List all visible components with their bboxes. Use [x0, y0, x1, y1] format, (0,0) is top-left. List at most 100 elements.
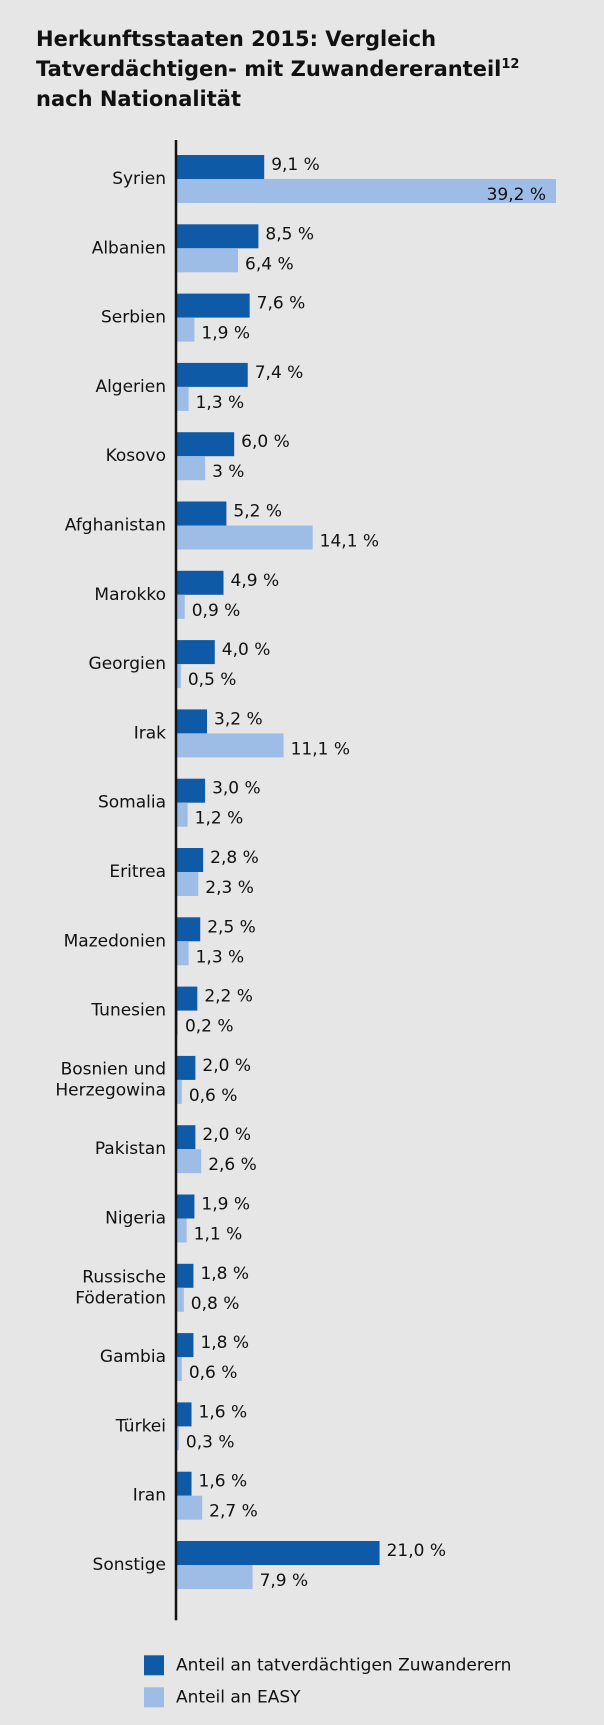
bar: [176, 1426, 179, 1451]
category-label: Nigeria: [105, 1209, 166, 1229]
title-line: nach Nationalität: [36, 87, 241, 111]
bar: [176, 1565, 253, 1589]
value-label: 2,0 %: [202, 1125, 251, 1145]
category-label: Albanien: [92, 238, 166, 258]
value-label: 3,2 %: [214, 709, 263, 729]
value-label: 2,5 %: [207, 917, 256, 937]
value-label: 0,8 %: [191, 1294, 240, 1314]
bar: [176, 709, 208, 734]
bar: [176, 386, 189, 411]
value-label: 1,6 %: [199, 1402, 248, 1422]
value-label: 8,5 %: [265, 224, 314, 244]
value-label: 7,4 %: [255, 363, 304, 383]
value-label: 1,9 %: [201, 324, 250, 344]
bar: [176, 594, 185, 619]
bar: [176, 248, 239, 273]
value-label: 21,0 %: [387, 1541, 446, 1561]
category-label: Georgien: [89, 654, 166, 674]
value-label: 5,2 %: [233, 502, 282, 522]
value-label: 6,0 %: [241, 432, 290, 452]
title-line: Tatverdächtigen- mit Zuwandereranteil: [36, 57, 501, 81]
bar: [176, 501, 227, 526]
bar: [176, 941, 189, 966]
bar: [176, 570, 224, 595]
bar: [176, 733, 284, 758]
bar: [176, 640, 215, 665]
bar: [176, 1287, 184, 1312]
bar: [176, 1079, 182, 1104]
bar: [176, 525, 313, 550]
bar: [176, 179, 556, 203]
title-line: Herkunftsstaaten 2015: Vergleich: [36, 27, 436, 51]
category-label: Afghanistan: [65, 516, 166, 536]
value-label: 3 %: [212, 462, 244, 482]
value-label: 2,2 %: [204, 987, 253, 1007]
legend-swatch: [144, 1687, 164, 1708]
bar: [176, 1149, 202, 1174]
category-label-line: Russische: [82, 1267, 166, 1287]
category-label: Syrien: [112, 169, 166, 189]
value-label: 0,3 %: [186, 1432, 235, 1452]
category-label-line: Herzegowina: [55, 1080, 166, 1100]
bar: [176, 432, 235, 457]
value-label: 1,3 %: [196, 947, 245, 967]
bar: [176, 872, 199, 896]
chart-title: nach Nationalität: [36, 87, 241, 111]
value-label: 6,4 %: [245, 254, 294, 274]
value-label: 1,6 %: [199, 1472, 248, 1492]
category-label: Somalia: [98, 793, 166, 813]
bar: [176, 155, 265, 179]
category-label: Serbien: [101, 308, 166, 328]
value-label: 9,1 %: [271, 155, 320, 175]
bar: [176, 1218, 187, 1243]
bar: [176, 1357, 182, 1382]
value-label: 39,2 %: [487, 185, 546, 205]
bar: [176, 456, 206, 481]
value-label: 1,3 %: [196, 393, 245, 413]
category-label: Kosovo: [106, 446, 166, 466]
category-label-line: Föderation: [75, 1288, 166, 1308]
value-label: 7,6 %: [257, 294, 306, 314]
value-label: 1,9 %: [201, 1195, 250, 1215]
bar: [176, 224, 259, 249]
value-label: 0,5 %: [188, 670, 237, 690]
bar: [176, 778, 206, 803]
value-label: 1,8 %: [200, 1333, 249, 1353]
value-label: 2,8 %: [210, 848, 259, 868]
bar: [176, 917, 201, 942]
category-label: Pakistan: [95, 1139, 166, 1159]
value-label: 2,0 %: [202, 1056, 251, 1076]
bar: [176, 317, 195, 342]
category-label: Bosnien und Herzegowina: [55, 1059, 166, 1100]
value-label: 1,2 %: [195, 809, 244, 829]
value-label: 11,1 %: [291, 739, 350, 759]
title-footnote: 12: [501, 57, 519, 72]
bar: [176, 293, 250, 318]
category-label: Tunesien: [90, 1001, 166, 1021]
bar: [176, 1263, 194, 1288]
category-label: Marokko: [94, 585, 166, 605]
category-label-line: Bosnien und: [61, 1059, 166, 1079]
category-label: Gambia: [100, 1347, 166, 1367]
chart-title: Tatverdächtigen- mit Zuwandereranteil12: [36, 57, 519, 81]
legend-swatch: [144, 1655, 164, 1676]
value-label: 0,2 %: [185, 1017, 234, 1037]
value-label: 0,9 %: [192, 601, 241, 621]
category-label: Russische Föderation: [75, 1267, 166, 1308]
bar: [176, 1194, 195, 1219]
value-label: 2,6 %: [208, 1155, 257, 1175]
value-label: 0,6 %: [189, 1363, 238, 1383]
value-label: 2,7 %: [209, 1502, 258, 1522]
bar: [176, 1333, 194, 1358]
bar: [176, 848, 204, 872]
value-label: 3,0 %: [212, 779, 261, 799]
bar: [176, 1402, 192, 1427]
category-label: Türkei: [115, 1416, 166, 1436]
bar: [176, 1495, 203, 1520]
category-label: Algerien: [95, 377, 166, 397]
value-label: 1,8 %: [200, 1264, 249, 1284]
value-label: 0,6 %: [189, 1086, 238, 1106]
value-label: 7,9 %: [260, 1571, 309, 1591]
